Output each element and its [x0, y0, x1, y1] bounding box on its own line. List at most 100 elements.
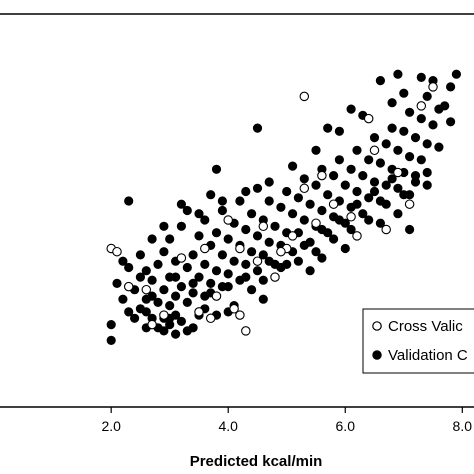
validation-point — [165, 300, 175, 311]
validation-point — [287, 161, 298, 171]
cross-validation-point — [123, 281, 134, 292]
validation-point — [141, 307, 151, 317]
validation-point — [264, 196, 274, 206]
validation-point — [171, 291, 181, 301]
validation-point — [153, 297, 163, 307]
cross-validation-point — [258, 221, 269, 232]
validation-point — [364, 155, 374, 165]
validation-point — [375, 218, 385, 228]
data-points — [106, 69, 461, 345]
validation-point — [135, 250, 145, 260]
validation-point — [358, 171, 368, 181]
validation-point — [323, 190, 333, 200]
validation-point — [393, 209, 403, 219]
validation-point — [124, 307, 134, 317]
validation-point — [352, 186, 362, 197]
legend-label-cross-validation: Cross Valic — [388, 318, 463, 335]
cross-validation-point — [416, 101, 427, 111]
validation-point — [393, 145, 403, 155]
validation-point — [328, 234, 339, 244]
validation-point — [334, 215, 344, 225]
validation-point — [188, 288, 198, 298]
validation-point — [282, 259, 292, 269]
validation-point — [282, 186, 292, 197]
validation-point — [404, 152, 415, 162]
cross-validation-point — [205, 313, 216, 324]
validation-point — [159, 326, 169, 336]
validation-point — [217, 196, 227, 206]
validation-point — [311, 247, 321, 257]
validation-point — [171, 329, 181, 339]
validation-point — [346, 164, 356, 174]
validation-point — [393, 69, 403, 79]
legend-box — [362, 308, 474, 374]
validation-point — [346, 224, 356, 235]
validation-point — [317, 253, 327, 263]
validation-point — [311, 145, 321, 155]
validation-point — [364, 193, 374, 203]
validation-point — [270, 221, 280, 231]
cross-validation-point — [194, 307, 204, 317]
validation-point — [393, 183, 403, 193]
validation-point — [188, 278, 198, 288]
validation-point — [364, 215, 374, 225]
validation-point — [445, 117, 456, 127]
legend-label-validation: Validation C — [388, 347, 468, 364]
cross-validation-point — [299, 183, 310, 194]
validation-point — [124, 196, 134, 206]
validation-point — [247, 285, 257, 295]
validation-point — [188, 250, 198, 260]
validation-point — [375, 158, 385, 168]
validation-point — [211, 266, 222, 276]
x-axis-ticks: 2.0 4.0 6.0 8.0 — [101, 407, 472, 434]
cross-validation-point — [369, 145, 380, 156]
cross-validation-point — [159, 310, 169, 320]
cross-validation-point — [252, 256, 263, 266]
validation-point — [410, 133, 421, 143]
validation-point — [428, 120, 438, 130]
cross-validation-point — [328, 199, 339, 209]
validation-point — [241, 186, 251, 197]
cross-validation-point — [404, 199, 415, 209]
validation-point — [293, 193, 303, 203]
validation-point — [235, 196, 245, 206]
validation-point — [118, 294, 128, 304]
validation-point — [229, 256, 239, 266]
validation-point — [404, 107, 415, 117]
validation-point — [200, 259, 210, 269]
validation-point — [176, 281, 186, 292]
validation-point — [422, 91, 432, 102]
validation-point — [352, 145, 362, 155]
validation-point — [182, 326, 192, 336]
validation-point — [252, 231, 263, 241]
validation-point — [352, 199, 362, 209]
validation-point — [223, 234, 233, 244]
validation-point — [118, 256, 128, 266]
validation-point — [247, 247, 257, 257]
cross-validation-point — [393, 167, 403, 178]
cross-validation-point — [141, 284, 152, 295]
validation-point — [141, 266, 151, 276]
cross-validation-point — [147, 319, 157, 330]
cross-validation-point — [352, 231, 362, 241]
validation-point — [276, 202, 286, 212]
x-axis-label: Predicted kcal/min — [190, 453, 323, 470]
validation-point — [264, 237, 274, 247]
validation-point — [247, 209, 257, 219]
cross-validation-point — [299, 91, 310, 102]
validation-point — [159, 247, 169, 257]
validation-point — [422, 180, 432, 190]
validation-point — [258, 250, 268, 260]
validation-point — [334, 155, 344, 165]
validation-point — [387, 123, 397, 133]
cross-validation-point — [223, 215, 233, 225]
x-tick-label: 4.0 — [218, 418, 238, 434]
validation-point — [387, 174, 397, 184]
validation-point — [328, 171, 339, 181]
cross-validation-point — [346, 212, 356, 222]
validation-point — [264, 177, 274, 187]
validation-point — [422, 139, 432, 149]
validation-point — [323, 123, 333, 133]
cross-validation-point — [317, 170, 327, 181]
validation-point — [299, 174, 309, 184]
